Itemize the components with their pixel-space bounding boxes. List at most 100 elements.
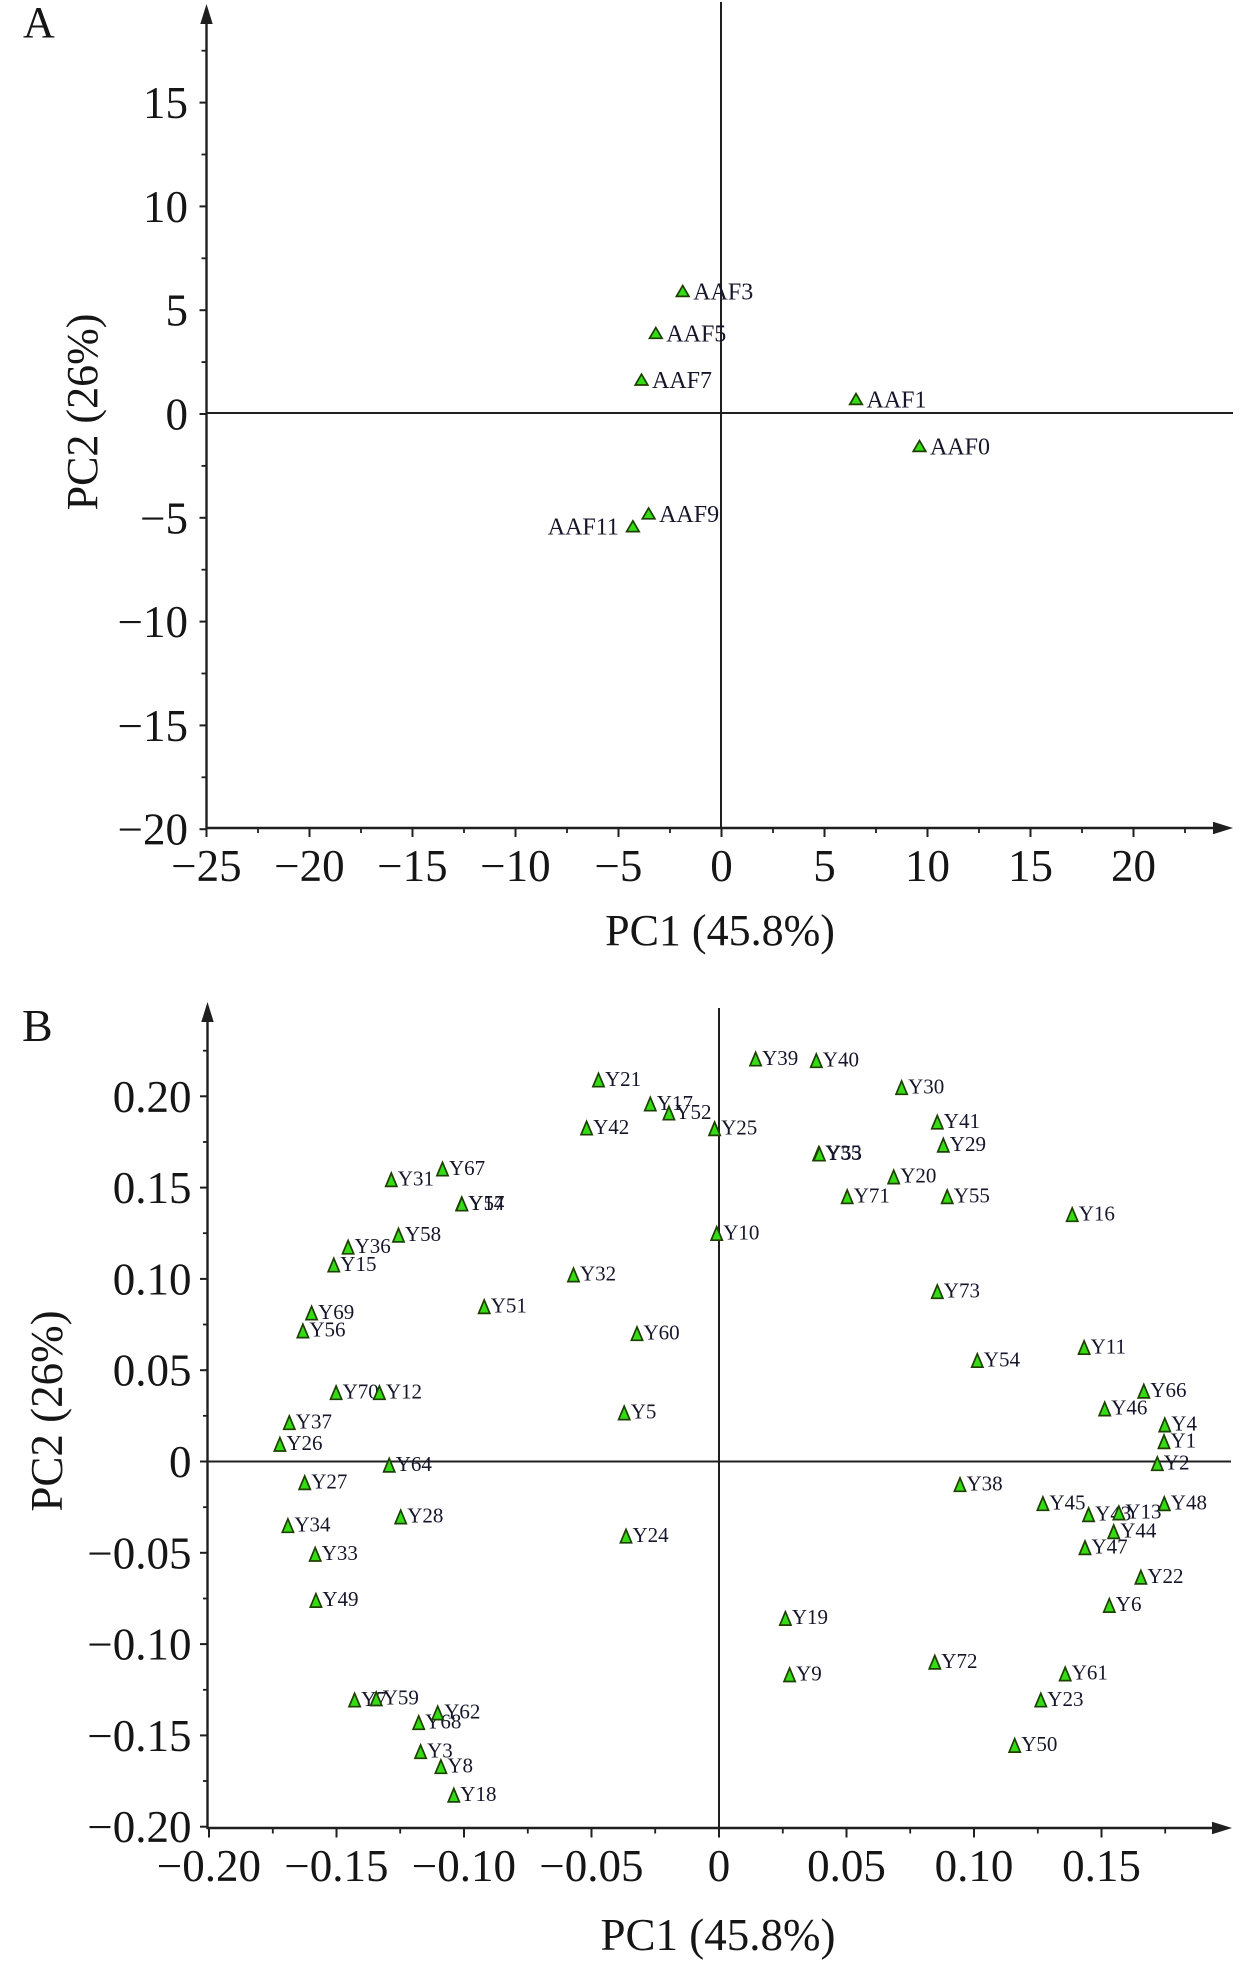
svg-text:15: 15 — [1008, 841, 1053, 891]
svg-text:10: 10 — [143, 182, 188, 232]
svg-text:−10: −10 — [480, 841, 550, 891]
svg-text:Y17: Y17 — [657, 1091, 693, 1115]
svg-text:−25: −25 — [171, 841, 241, 891]
svg-text:Y46: Y46 — [1111, 1396, 1147, 1420]
svg-text:−0.15: −0.15 — [87, 1711, 191, 1761]
svg-text:20: 20 — [1111, 841, 1156, 891]
svg-text:Y19: Y19 — [792, 1605, 828, 1629]
svg-text:Y18: Y18 — [460, 1782, 496, 1806]
svg-text:Y41: Y41 — [944, 1109, 980, 1133]
svg-text:0.05: 0.05 — [113, 1346, 192, 1396]
svg-text:Y39: Y39 — [762, 1046, 798, 1070]
svg-text:−0.15: −0.15 — [284, 1841, 388, 1891]
svg-text:Y10: Y10 — [723, 1220, 759, 1244]
svg-text:Y2: Y2 — [1164, 1450, 1190, 1474]
svg-text:Y52: Y52 — [675, 1100, 711, 1124]
svg-text:Y55: Y55 — [954, 1184, 990, 1208]
svg-text:Y71: Y71 — [854, 1184, 890, 1208]
svg-text:Y44: Y44 — [1120, 1519, 1157, 1543]
svg-text:0.15: 0.15 — [113, 1163, 192, 1213]
svg-text:Y9: Y9 — [796, 1662, 822, 1686]
svg-text:0.15: 0.15 — [1062, 1841, 1141, 1891]
svg-text:5: 5 — [166, 286, 189, 336]
svg-text:−20: −20 — [118, 805, 188, 855]
svg-text:PC2 (26%): PC2 (26%) — [58, 314, 107, 511]
svg-text:Y33: Y33 — [322, 1541, 358, 1565]
svg-text:−0.05: −0.05 — [539, 1841, 643, 1891]
svg-text:Y58: Y58 — [405, 1222, 441, 1246]
svg-text:Y37: Y37 — [296, 1409, 332, 1433]
svg-text:−0.10: −0.10 — [412, 1841, 516, 1891]
svg-text:AAF9: AAF9 — [659, 502, 719, 528]
svg-text:PC1 (45.8%): PC1 (45.8%) — [601, 1910, 836, 1960]
svg-text:B: B — [22, 1000, 53, 1051]
svg-text:A: A — [23, 0, 55, 47]
svg-text:Y43: Y43 — [1095, 1502, 1131, 1526]
svg-text:Y30: Y30 — [908, 1074, 944, 1098]
svg-text:Y23: Y23 — [1047, 1687, 1083, 1711]
svg-text:Y47: Y47 — [1092, 1535, 1128, 1559]
svg-text:Y49: Y49 — [322, 1587, 358, 1611]
svg-text:Y25: Y25 — [721, 1116, 757, 1140]
svg-text:Y11: Y11 — [1091, 1334, 1126, 1358]
svg-text:5: 5 — [813, 841, 836, 891]
svg-text:Y31: Y31 — [398, 1167, 434, 1191]
svg-text:−0.20: −0.20 — [157, 1841, 261, 1891]
svg-text:Y73: Y73 — [944, 1278, 980, 1302]
svg-text:PC1 (45.8%): PC1 (45.8%) — [605, 906, 835, 955]
svg-text:Y12: Y12 — [386, 1379, 422, 1403]
svg-text:Y5: Y5 — [631, 1400, 657, 1424]
svg-text:−10: −10 — [118, 597, 188, 647]
svg-text:Y16: Y16 — [1079, 1201, 1115, 1225]
svg-text:−0.05: −0.05 — [87, 1528, 191, 1578]
svg-text:Y59: Y59 — [383, 1686, 419, 1710]
svg-text:PC2 (26%): PC2 (26%) — [22, 1310, 72, 1511]
svg-text:Y20: Y20 — [900, 1164, 936, 1188]
svg-text:AAF1: AAF1 — [867, 388, 927, 414]
svg-text:10: 10 — [905, 841, 950, 891]
svg-text:Y27: Y27 — [311, 1470, 347, 1494]
svg-text:Y28: Y28 — [407, 1504, 443, 1528]
svg-text:Y62: Y62 — [444, 1700, 480, 1724]
svg-text:−15: −15 — [377, 841, 447, 891]
svg-text:Y53: Y53 — [826, 1141, 862, 1165]
svg-text:15: 15 — [143, 78, 188, 128]
svg-text:−5: −5 — [140, 493, 188, 543]
svg-text:Y38: Y38 — [967, 1471, 1003, 1495]
svg-text:Y29: Y29 — [950, 1132, 986, 1156]
svg-text:−0.10: −0.10 — [87, 1620, 191, 1670]
svg-text:AAF5: AAF5 — [666, 321, 726, 347]
svg-text:Y8: Y8 — [447, 1753, 473, 1777]
svg-text:−0.20: −0.20 — [87, 1802, 191, 1852]
svg-text:0.10: 0.10 — [935, 1841, 1014, 1891]
svg-text:0: 0 — [710, 841, 733, 891]
svg-text:Y48: Y48 — [1171, 1491, 1207, 1515]
svg-text:Y26: Y26 — [286, 1431, 322, 1455]
svg-text:Y50: Y50 — [1021, 1732, 1057, 1756]
svg-text:Y42: Y42 — [593, 1115, 629, 1139]
svg-text:AAF0: AAF0 — [930, 435, 990, 461]
svg-text:Y3: Y3 — [427, 1738, 453, 1762]
svg-text:Y21: Y21 — [605, 1067, 641, 1091]
svg-text:Y69: Y69 — [318, 1300, 354, 1324]
svg-text:Y4: Y4 — [1171, 1412, 1197, 1436]
svg-text:Y61: Y61 — [1072, 1661, 1108, 1685]
svg-text:−5: −5 — [595, 841, 643, 891]
svg-text:Y40: Y40 — [823, 1047, 859, 1071]
svg-text:Y35: Y35 — [825, 1141, 861, 1165]
svg-text:Y34: Y34 — [294, 1512, 331, 1536]
svg-text:Y22: Y22 — [1147, 1564, 1183, 1588]
svg-text:Y13: Y13 — [1125, 1500, 1161, 1524]
svg-text:Y14: Y14 — [468, 1191, 505, 1215]
svg-text:Y64: Y64 — [396, 1452, 433, 1476]
svg-text:Y24: Y24 — [633, 1523, 670, 1547]
svg-text:AAF3: AAF3 — [693, 280, 753, 306]
svg-text:Y1: Y1 — [1171, 1429, 1197, 1453]
svg-text:0.05: 0.05 — [807, 1841, 886, 1891]
svg-text:Y6: Y6 — [1116, 1592, 1142, 1616]
svg-text:Y56: Y56 — [309, 1318, 345, 1342]
svg-text:Y54: Y54 — [984, 1347, 1021, 1371]
svg-text:Y15: Y15 — [340, 1252, 376, 1276]
svg-text:Y72: Y72 — [941, 1649, 977, 1673]
svg-text:−15: −15 — [118, 701, 188, 751]
